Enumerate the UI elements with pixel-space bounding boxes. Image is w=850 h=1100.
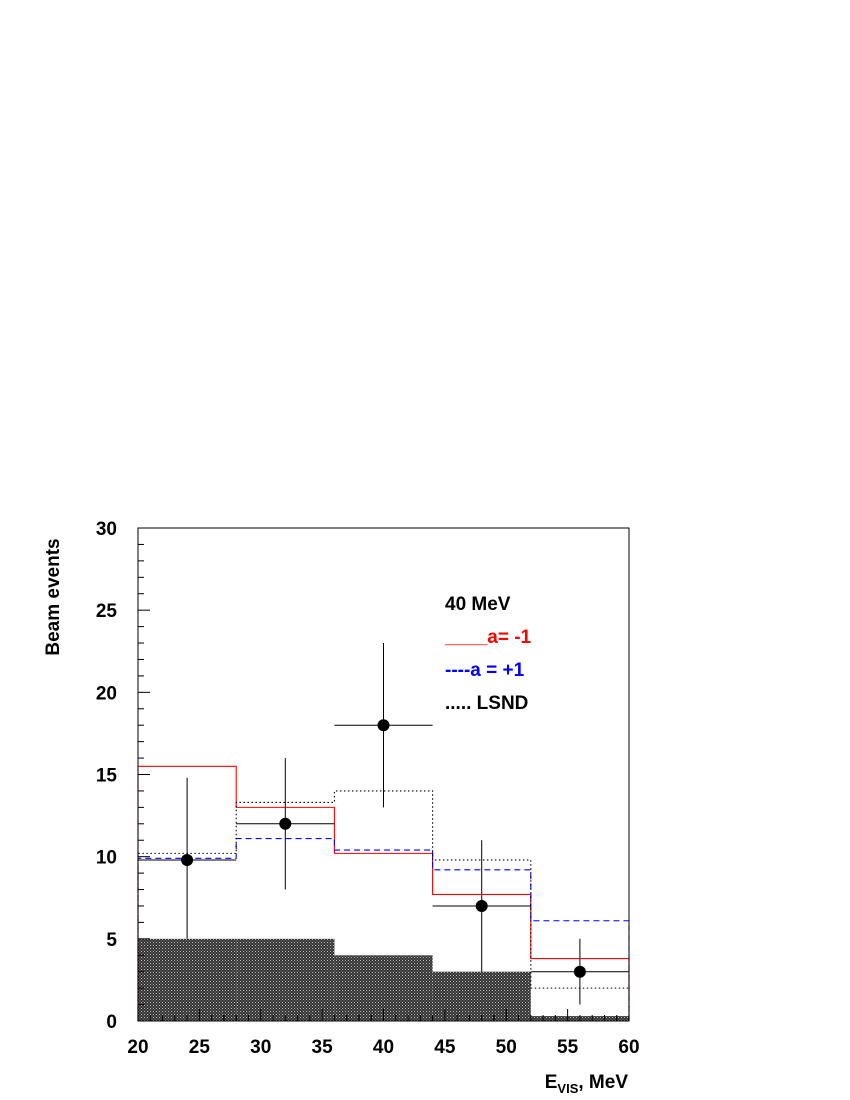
x-tick-label: 40 [373,1037,394,1058]
y-tick-label: 10 [96,848,117,869]
background-bar-0 [138,938,237,1021]
y-tick-label: 0 [106,1012,117,1033]
legend-entry-a-minus-1: ____a= -1 [444,627,532,648]
x-axis-title-tail: , MeV [578,1072,628,1093]
background-bar-3 [432,971,531,1021]
y-tick-label: 15 [96,766,118,787]
y-tick-label: 20 [96,683,117,704]
data-point-2 [377,719,390,732]
background-bar-1 [236,938,335,1021]
x-tick-label: 55 [557,1037,579,1058]
data-point-4 [573,965,586,978]
y-tick-label: 25 [96,601,118,622]
data-point-0 [181,853,194,866]
x-axis-title-main: E [545,1072,558,1093]
series-line-a-1 [137,838,630,1021]
x-tick-label: 50 [496,1037,517,1058]
x-tick-label: 45 [434,1037,456,1058]
y-tick-label: 5 [106,930,117,951]
legend-title: 40 MeV [445,594,511,615]
legend-entry-a-plus-1: ----a = +1 [445,660,525,681]
x-tick-label: 20 [127,1037,148,1058]
x-axis-title-sub: VIS [557,1081,578,1096]
x-tick-label: 35 [312,1037,334,1058]
data-point-1 [279,817,292,830]
x-tick-label: 25 [189,1037,211,1058]
x-tick-label: 60 [618,1037,639,1058]
data-point-3 [475,899,488,912]
x-tick-label: 30 [250,1037,271,1058]
legend: 40 MeV ____a= -1 ----a = +1 ..... LSND [444,594,532,714]
x-axis-title: EVIS, MeV [545,1072,629,1096]
y-tick-label: 30 [96,519,117,540]
series-line-lsnd [137,790,630,1021]
y-axis-title: Beam events [43,538,64,655]
series-line-a-1 [137,765,630,1021]
legend-entry-lsnd: ..... LSND [445,693,528,714]
